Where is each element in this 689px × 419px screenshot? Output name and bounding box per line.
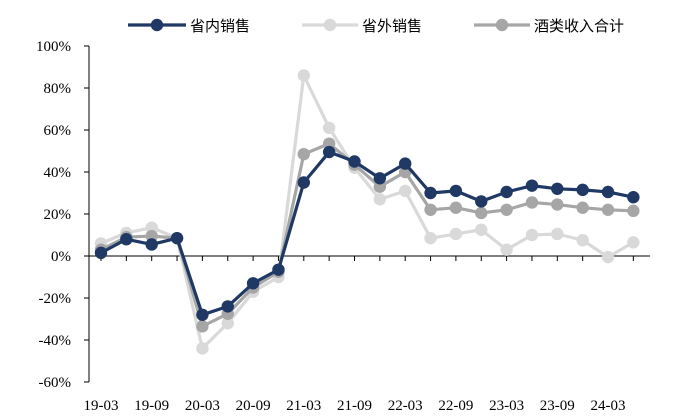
legend-swatch-marker <box>150 18 164 32</box>
data-point <box>449 184 463 198</box>
x-tick-label: 19-03 <box>84 398 119 414</box>
data-point <box>196 308 209 321</box>
data-point <box>601 203 615 216</box>
data-point <box>424 186 437 200</box>
x-tick-label: 23-03 <box>489 398 524 414</box>
y-tick-label: 80% <box>44 81 72 97</box>
data-point <box>525 196 539 209</box>
legend-item: 省外销售 <box>302 17 422 35</box>
data-point <box>500 185 513 199</box>
data-point <box>601 185 615 199</box>
data-point <box>551 198 564 211</box>
data-point <box>576 201 589 214</box>
series-line <box>100 142 634 328</box>
x-tick-label: 22-09 <box>438 398 473 414</box>
y-tick-label: 40% <box>44 165 72 181</box>
x-tick-label: 22-03 <box>388 398 423 414</box>
data-point <box>373 172 387 185</box>
y-tick-label: 100% <box>36 39 71 55</box>
data-point <box>145 238 158 251</box>
data-point <box>297 147 310 161</box>
data-point <box>475 223 488 236</box>
data-point <box>170 231 184 245</box>
data-point <box>475 195 488 208</box>
legend-label: 省内销售 <box>190 17 250 35</box>
legend-swatch-marker <box>323 18 337 32</box>
data-point <box>246 277 260 290</box>
y-tick-label: 20% <box>44 207 72 223</box>
data-point <box>221 300 234 313</box>
data-point <box>576 234 589 247</box>
legend-label: 省外销售 <box>362 17 422 35</box>
y-tick-label: 0% <box>51 249 71 265</box>
data-point <box>601 250 615 264</box>
data-point <box>500 243 513 256</box>
legend-swatch-marker <box>495 18 509 32</box>
data-point <box>348 155 361 168</box>
data-point <box>627 204 640 218</box>
x-axis: 19-03 19-09 20-03 20-09 21-03 21-09 22-03 22-09… <box>84 255 650 414</box>
series-layer <box>94 69 640 355</box>
x-tick-label: 21-03 <box>286 398 321 414</box>
data-point <box>196 320 209 333</box>
data-point <box>297 69 310 82</box>
legend-item: 酒类收入合计 <box>474 17 624 35</box>
data-point <box>500 203 513 216</box>
x-tick-label: 23-09 <box>540 398 575 414</box>
y-axis: 100% 80% 60% 40% 20% 0% -20% -40% -60% <box>36 39 90 391</box>
data-point <box>576 183 589 197</box>
series-line <box>100 73 635 350</box>
legend: 省内销售 省外销售 酒类收入合计 <box>128 17 624 35</box>
data-point <box>322 121 336 135</box>
x-tick-label: 20-09 <box>236 398 271 414</box>
x-tick-label: 19-09 <box>134 398 169 414</box>
data-point <box>120 233 133 246</box>
legend-item: 省内销售 <box>128 17 250 35</box>
data-point <box>551 182 564 195</box>
data-point <box>525 228 539 242</box>
data-point <box>196 342 209 355</box>
series-2 <box>94 69 640 355</box>
data-point <box>475 206 488 220</box>
x-tick-label: 24-03 <box>591 398 626 414</box>
legend-label: 酒类收入合计 <box>534 17 624 35</box>
y-tick-label: -60% <box>39 375 72 391</box>
data-point <box>424 231 437 245</box>
data-point <box>627 191 640 204</box>
series-1 <box>94 145 640 321</box>
data-point <box>627 236 640 249</box>
series-line <box>100 150 634 317</box>
data-point <box>373 193 387 206</box>
y-tick-label: 60% <box>44 123 72 139</box>
data-point <box>272 263 285 276</box>
data-point <box>449 227 463 241</box>
data-point <box>322 145 336 159</box>
data-point <box>424 203 437 216</box>
y-tick-label: -20% <box>39 291 72 307</box>
data-point <box>94 246 108 260</box>
data-point <box>551 227 564 241</box>
data-point <box>525 179 539 192</box>
x-tick-label: 20-03 <box>185 398 220 414</box>
data-point <box>221 317 234 330</box>
data-point <box>449 201 463 214</box>
x-tick-label: 21-09 <box>337 398 372 414</box>
data-point <box>297 176 310 189</box>
y-tick-label: -40% <box>39 333 72 349</box>
data-point <box>399 157 412 170</box>
data-point <box>399 184 412 198</box>
